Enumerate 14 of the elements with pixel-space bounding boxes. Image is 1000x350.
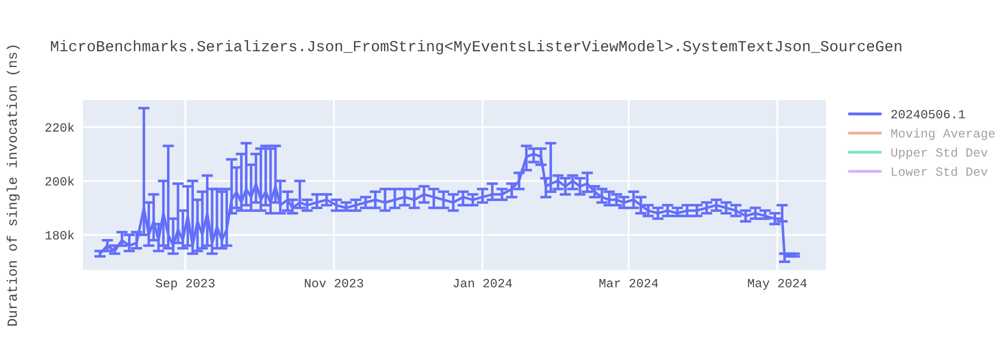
legend-label: 20240506.1: [891, 110, 965, 118]
x-tick-label: Mar 2024: [599, 278, 658, 288]
x-tick-label: Jan 2024: [454, 278, 512, 288]
chart-title: MicroBenchmarks.Serializers.Json_FromString<MyEventsListerViewModel>.SystemTextJson_SourceGen: [50, 40, 902, 54]
x-tick-label: Sep 2023: [156, 278, 215, 290]
legend-label: Moving Average: [891, 128, 995, 140]
x-tick-label: May 2024: [748, 278, 807, 290]
y-axis-title: Duration of single invocation (ns): [6, 46, 20, 326]
y-tick-label: 180k: [46, 230, 74, 240]
y-tick-label: 200k: [46, 176, 74, 186]
legend-label: Upper Std Dev: [891, 148, 988, 160]
legend-label: Lower Std Dev: [892, 166, 988, 176]
y-tick-label: 220k: [46, 122, 74, 132]
x-tick-label: Nov 2023: [304, 278, 364, 288]
